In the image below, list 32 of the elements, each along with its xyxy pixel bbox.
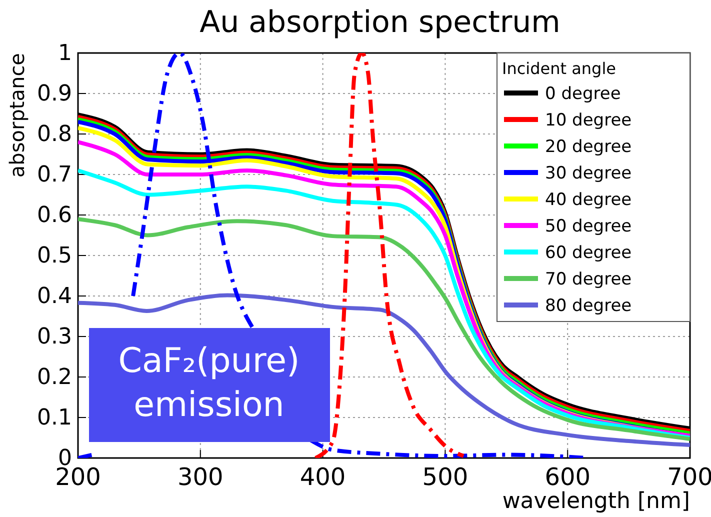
legend-label: 0 degree [545,84,621,104]
y-tick-label: 0.8 [37,122,72,148]
x-tick-label: 300 [177,463,224,492]
annotation: CaF₂(pure) emission [118,341,300,425]
y-tick-label: 1 [58,41,72,66]
legend-label: 70 degree [545,270,632,290]
legend-label: 50 degree [545,216,632,236]
legend-label: 60 degree [545,243,632,263]
x-tick-label: 500 [422,463,468,492]
y-tick-label: 0.1 [37,406,72,431]
y-tick-label: 0.2 [37,365,72,390]
y-tick-label: 0.6 [37,203,72,228]
y-tick-label: 0.9 [37,82,72,107]
legend-title: Incident angle [502,59,616,78]
line-series [78,293,690,448]
chart-title: Au absorption spectrum [200,5,560,40]
text-box: CaF₂(pure) emission [89,328,330,442]
x-tick-label: 700 [667,463,711,492]
y-tick-label: 0.3 [37,324,72,350]
y-tick-label: 0.5 [37,244,72,269]
x-axis-title: wavelength [nm] [502,489,690,514]
legend-label: 40 degree [545,190,632,210]
legend-label: 80 degree [545,296,632,316]
line-series [78,217,690,441]
legend-label: 30 degree [545,164,632,184]
y-axis-title: absorptance [5,53,29,178]
x-tick-label: 600 [544,463,591,492]
y-tick-label: 0.7 [37,162,72,188]
x-tick-label: 400 [300,463,346,492]
legend-label: 10 degree [545,110,632,130]
legend-label: 20 degree [545,137,632,157]
y-tick-label: 0.4 [37,284,72,310]
